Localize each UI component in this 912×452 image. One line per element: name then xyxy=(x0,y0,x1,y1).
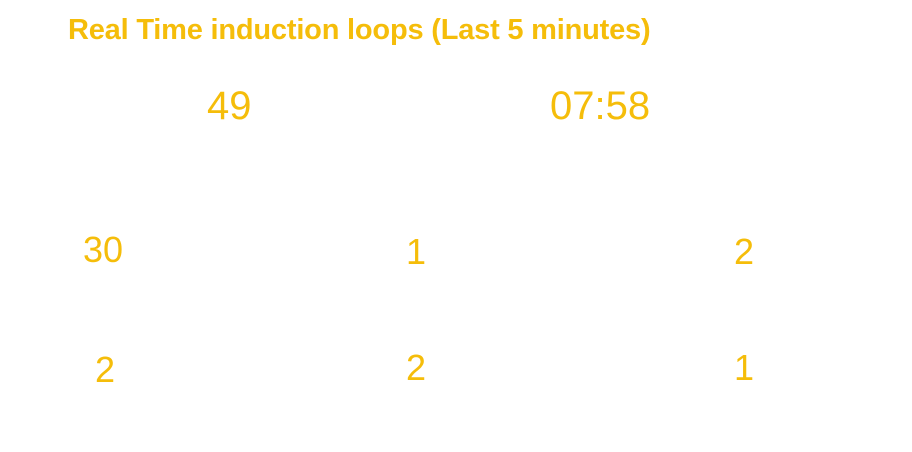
page-title: Real Time induction loops (Last 5 minute… xyxy=(68,14,650,47)
total-count-value: 49 xyxy=(207,86,252,126)
time-value: 07:58 xyxy=(550,86,650,126)
loop-count-r2-c2: 2 xyxy=(406,350,426,386)
loop-count-r2-c3: 1 xyxy=(734,350,754,386)
loop-count-r1-c2: 1 xyxy=(406,234,426,270)
loop-count-r1-c1: 30 xyxy=(83,232,123,268)
loop-count-r1-c3: 2 xyxy=(734,234,754,270)
loop-count-r2-c1: 2 xyxy=(95,352,115,388)
